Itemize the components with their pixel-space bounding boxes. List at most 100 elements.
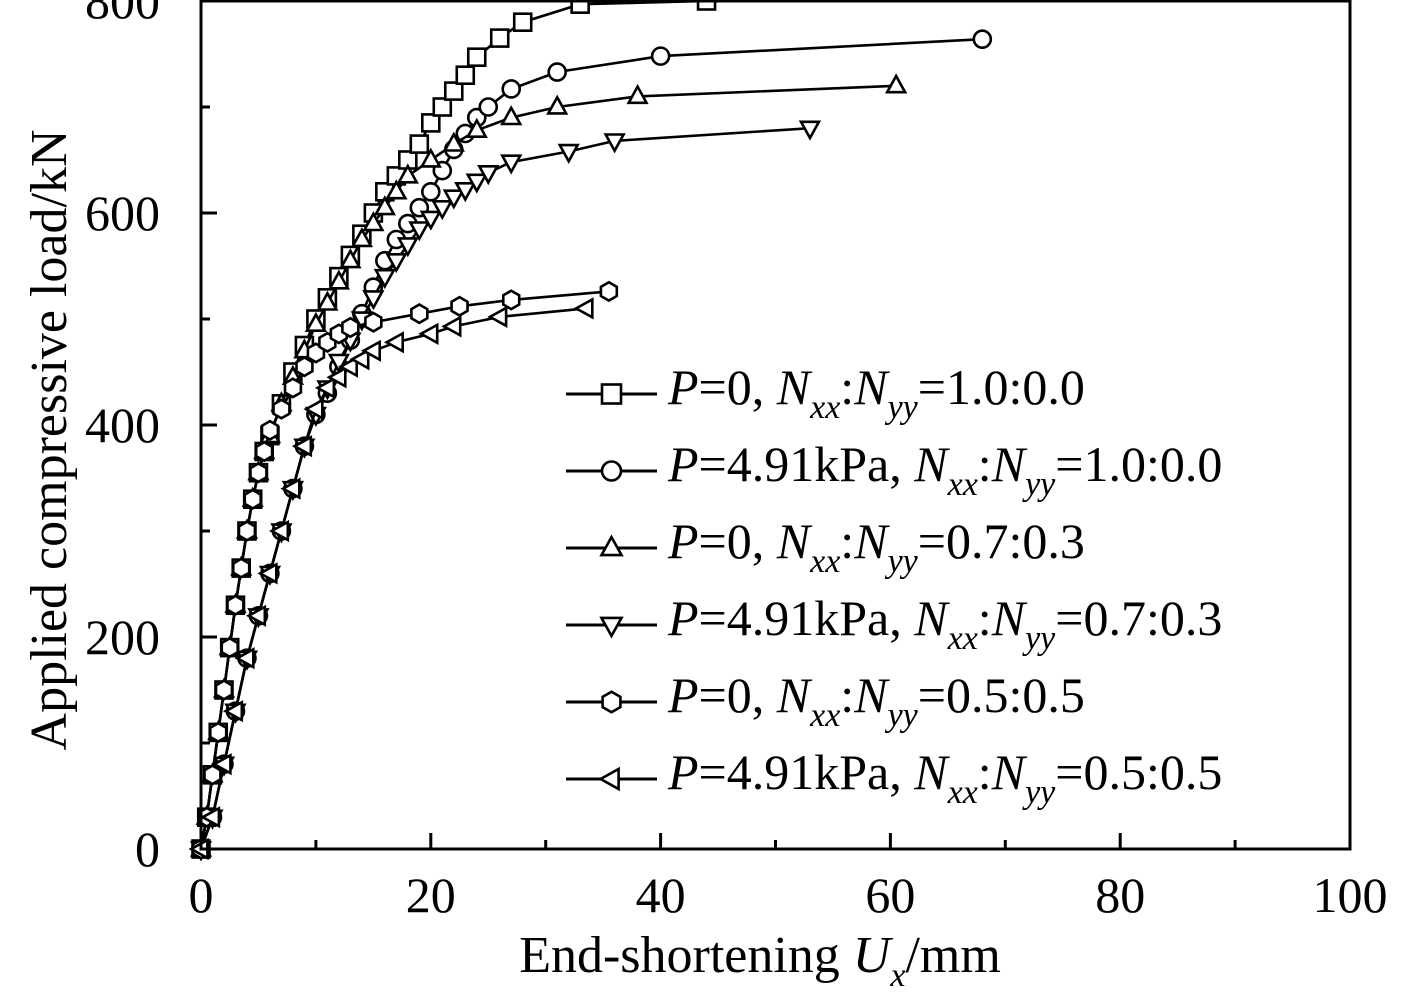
data-point [220,636,239,659]
data-point [409,134,430,154]
data-point [350,227,373,248]
data-point [254,440,274,463]
data-point [885,73,908,94]
data-point [396,237,419,258]
data-point [260,419,280,442]
data-point [455,65,476,85]
legend-label: P=0, Nxx:Nyy=1.0:0.0 [667,359,1085,426]
data-point [972,29,993,49]
data-point [234,647,255,670]
data-point [303,398,324,421]
data-point [237,520,257,542]
data-point [203,764,222,786]
data-point [466,47,487,67]
data-point [341,316,360,339]
data-point [442,189,465,210]
data-point [326,366,347,389]
y-axis-ticks: 0 200 400 600 800 [85,0,217,877]
data-point [501,79,522,99]
data-point [603,133,626,154]
data-point [489,28,510,48]
data-point [337,355,359,378]
data-point [626,83,649,105]
data-point [454,182,477,203]
x-tick-label: 80 [1095,867,1145,923]
data-point [272,398,291,420]
y-tick-label: 200 [85,609,160,665]
x-axis-ticks: 0 20 40 60 80 100 [189,833,1388,923]
data-point [478,97,499,117]
y-axis-label: Applied compressive load/kN [21,130,78,751]
data-point [441,315,462,338]
x-tick-label: 40 [636,867,686,923]
data-point [226,594,245,616]
x-tick-label: 20 [406,867,456,923]
legend-entry: P=0, Nxx:Nyy=1.0:0.0 [566,359,1085,426]
x-tick-label: 0 [189,867,214,923]
data-point [257,562,278,585]
data-point [443,81,464,101]
data-point [500,154,523,175]
data-point [419,210,442,231]
data-point [249,461,268,484]
data-point [420,182,441,202]
series-curves [188,0,993,862]
data-point [339,248,362,269]
data-point [546,94,569,115]
data-point [280,477,301,500]
y-tick-label: 800 [85,0,160,29]
data-point [419,147,442,168]
data-point [246,604,267,627]
data-point [477,165,500,186]
data-point [373,268,397,290]
data-point [364,311,383,333]
data-point [408,221,431,242]
legend-marker [601,690,622,714]
series-5 [191,280,619,860]
legend-marker [597,766,620,792]
legend-label: P=0, Nxx:Nyy=0.5:0.5 [667,667,1085,734]
data-point [295,355,314,378]
data-point [214,679,234,701]
legend-label: P=4.91kPa, Nxx:Nyy=0.7:0.3 [667,590,1222,657]
legend: P=0, Nxx:Nyy=1.0:0.0 P=4.91kPa, Nxx:Nyy=1… [566,359,1222,811]
data-point [349,348,370,371]
data-point [373,195,397,216]
data-point [512,12,533,32]
data-point [385,253,408,274]
x-axis-label: End-shortening Ux/mm [519,927,1001,994]
data-point [418,322,439,346]
data-point [243,488,263,510]
data-point [450,295,469,318]
data-point [304,311,327,333]
data-point [360,339,382,362]
data-point [314,376,336,399]
legend-marker [599,534,624,557]
data-point [211,753,232,776]
data-point [431,200,454,221]
data-point [650,46,671,66]
legend-marker [600,383,623,405]
legend-label: P=4.91kPa, Nxx:Nyy=1.0:0.0 [667,436,1222,503]
legend-marker [599,616,624,639]
data-point [442,131,465,152]
series-line [199,307,587,850]
y-tick-label: 400 [85,397,160,453]
x-tick-label: 100 [1313,867,1388,923]
data-point [362,211,385,232]
data-point [599,280,619,303]
legend-entry: P=4.91kPa, Nxx:Nyy=0.5:0.5 [566,744,1222,811]
data-point [385,179,408,200]
data-point [410,302,429,325]
data-point [501,289,521,311]
data-point [362,290,385,311]
legend-label: P=4.91kPa, Nxx:Nyy=0.5:0.5 [667,744,1222,811]
data-point [291,435,313,458]
legend-entry: P=4.91kPa, Nxx:Nyy=1.0:0.0 [566,436,1222,503]
data-point [383,331,405,354]
data-point [223,700,244,723]
y-tick-label: 0 [135,821,160,877]
data-point [200,806,221,829]
data-point [547,62,567,82]
